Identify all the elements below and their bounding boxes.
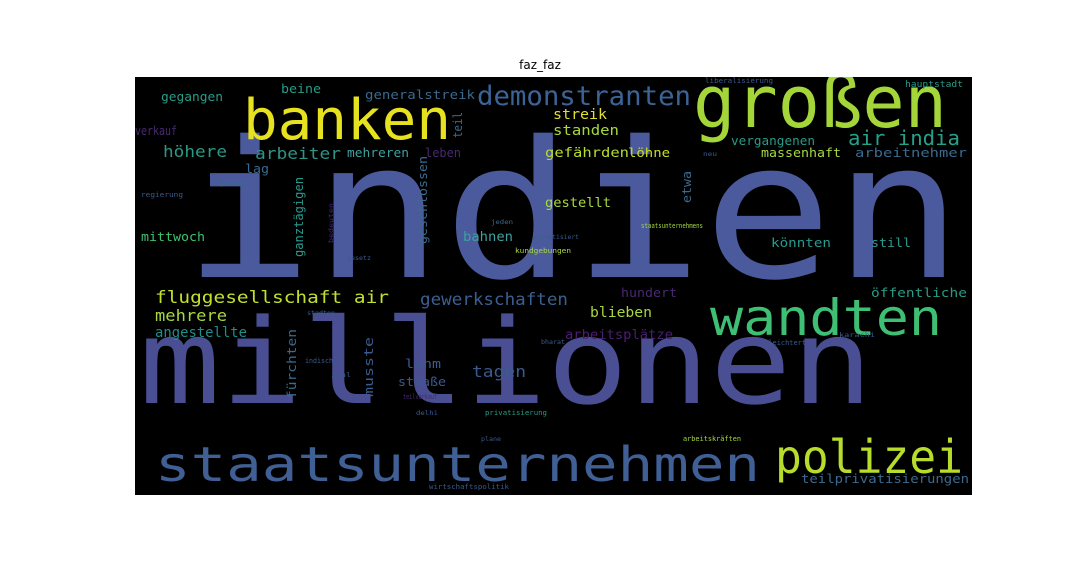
word-hundert: hundert: [621, 286, 677, 300]
word-delhi: delhi: [416, 410, 438, 417]
word-staatsunternehmen: staatsunternehmen: [155, 437, 760, 493]
word-angestellte: angestellte: [155, 325, 247, 341]
word-neu: neu: [703, 151, 717, 158]
word-still: still: [871, 236, 911, 250]
word-ganztägigen: ganztägigen: [292, 177, 306, 257]
word-zahl: zahl: [331, 372, 352, 379]
word-kundgebungen: kundgebungen: [515, 247, 571, 255]
word-teil: teil: [451, 112, 465, 138]
word-indien: indien: [183, 101, 963, 322]
word-streik: streik: [553, 107, 608, 123]
word-etwa: etwa: [680, 171, 694, 203]
word-banken: banken: [243, 88, 451, 153]
word-fürchten: fürchten: [285, 329, 299, 399]
word-könnten: könnten: [771, 236, 831, 250]
word-bedeuten: bedeuten: [328, 202, 335, 243]
word-geschlossen: geschlossen: [416, 156, 430, 244]
word-liberalisierung: liberalisierung: [705, 77, 773, 85]
word-straße: straße: [398, 375, 446, 389]
word-mittwoch: mittwoch: [141, 230, 205, 244]
word-lag: lag: [245, 162, 269, 176]
word-jeden: jeden: [491, 219, 513, 226]
chart-title: faz_faz: [519, 58, 561, 72]
word-polizei: polizei: [775, 430, 963, 484]
word-leben: leben: [425, 146, 461, 160]
word-arbeitnehmer: arbeitnehmer: [855, 146, 967, 160]
word-höhere: höhere: [163, 142, 227, 161]
word-regierung: regierung: [141, 191, 183, 199]
word-löhne: löhne: [628, 146, 670, 160]
word-beine: beine: [281, 82, 321, 96]
word-standen: standen: [553, 123, 619, 139]
word-demonstranten: demonstranten: [477, 81, 691, 112]
word-generalstreik: generalstreik: [365, 88, 476, 102]
word-tagen: tagen: [472, 362, 526, 381]
word-verkauf: verkauf: [135, 124, 177, 138]
word-gefährden: gefährden: [545, 146, 629, 161]
word-air-india: air india: [848, 126, 960, 150]
word-hauptstadt: hauptstadt: [905, 80, 963, 90]
word-indischen: indischen: [305, 357, 341, 365]
word-wandten: wandten: [710, 289, 942, 347]
word-gestellt: gestellt: [545, 196, 611, 211]
word-privatisierung: privatisierung: [485, 409, 547, 417]
word-lahm: lahm: [405, 357, 441, 371]
wordcloud-panel: indien millionen banken großen wandten staats…: [135, 77, 972, 495]
word-gesetz: gesetz: [347, 255, 371, 262]
word-mehrere: mehrere: [155, 306, 227, 325]
word-blieben: blieben: [590, 305, 652, 321]
word-gehen: gehen: [219, 179, 247, 187]
word-erleichtert: erleichtert: [760, 339, 806, 347]
word-bharat: bharat: [541, 339, 565, 346]
word-massenhaft: massenhaft: [761, 146, 841, 160]
word-wirtschaftspolitik: wirtschaftspolitik: [429, 483, 510, 491]
word-öffentliche: öffentliche: [871, 286, 967, 300]
word-karachi: karachi: [839, 332, 876, 339]
word-privatisiert: privatisiert: [533, 234, 579, 241]
word-arbeiter: arbeiter: [255, 144, 341, 163]
word-bahnen: bahnen: [463, 230, 513, 245]
word-plane: plane: [481, 436, 501, 443]
word-stadten: stadten: [307, 310, 335, 317]
word-arbeitsplätze: arbeitsplätze: [565, 328, 673, 343]
word-millionen: millionen: [139, 293, 873, 431]
word-teilprivatisierungen: teilprivatisierungen: [801, 472, 969, 486]
word-musste: musste: [362, 337, 376, 397]
word-vergangenen: vergangenen: [731, 134, 815, 148]
word-arbeitskräften: arbeitskräften: [683, 435, 741, 443]
word-staatsunternehmens: staatsunternehmens: [641, 222, 703, 230]
word-gewerkschaften: gewerkschaften: [420, 290, 568, 310]
word-mehreren: mehreren: [347, 146, 409, 160]
word-teilverkauf: teilverkauf: [403, 393, 437, 401]
word-fluggesellschaft-air: fluggesellschaft air: [155, 288, 389, 308]
word-großen: großen: [693, 77, 947, 144]
word-gegangen: gegangen: [161, 90, 223, 104]
